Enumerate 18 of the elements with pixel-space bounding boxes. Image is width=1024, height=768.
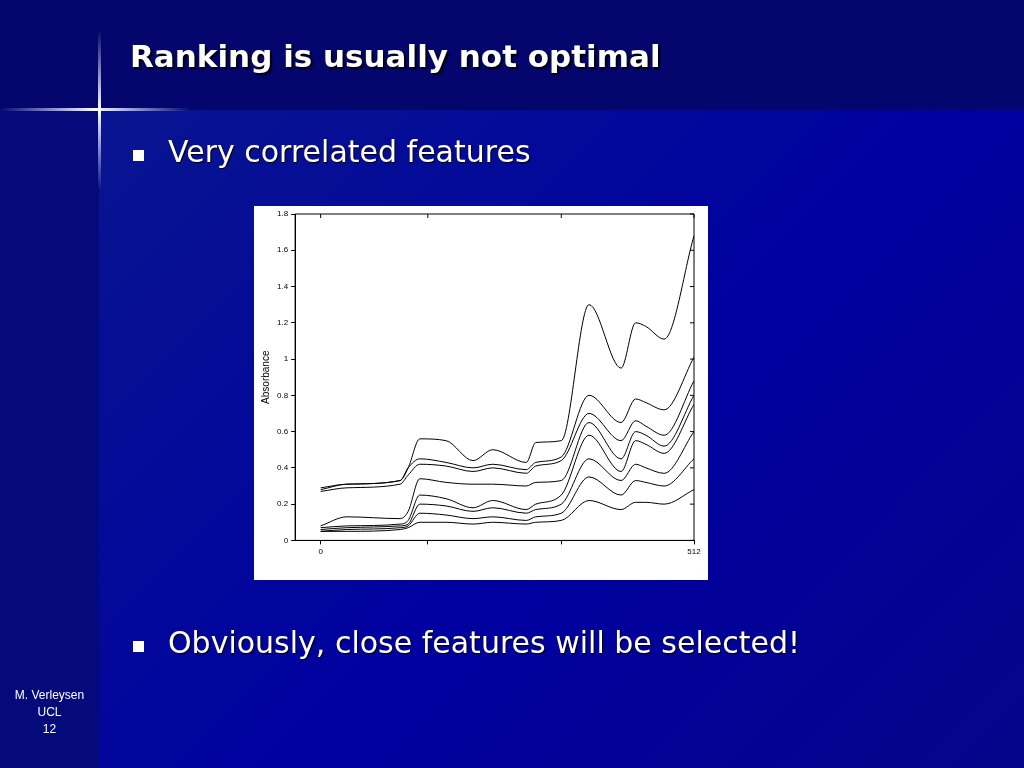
- x-tick-label: 512: [687, 547, 702, 557]
- y-tick-label: 0: [283, 535, 289, 545]
- y-tick-label: 0.2: [277, 499, 289, 509]
- y-tick-label: 1.6: [277, 245, 289, 255]
- y-tick-label: 1.4: [277, 281, 289, 291]
- y-tick-label: 0.6: [277, 426, 289, 436]
- y-tick-label: 1.2: [277, 318, 289, 327]
- chart-title: Ranking is usually not optimal: [130, 38, 661, 74]
- y-tick-label: 0.4: [277, 463, 289, 473]
- text: M. Verleysen: [13, 688, 86, 702]
- y-tick-label: 1.8: [277, 209, 289, 219]
- y-tick-label: 1: [283, 354, 289, 364]
- y-axis-title: Absorbance: [259, 350, 271, 404]
- text: Obviously, close features will be selected!: [168, 625, 800, 660]
- y-tick-label: 0.8: [277, 390, 289, 400]
- text: Very correlated features: [168, 134, 531, 169]
- text: UCL: [36, 705, 63, 719]
- text: 12: [41, 722, 58, 736]
